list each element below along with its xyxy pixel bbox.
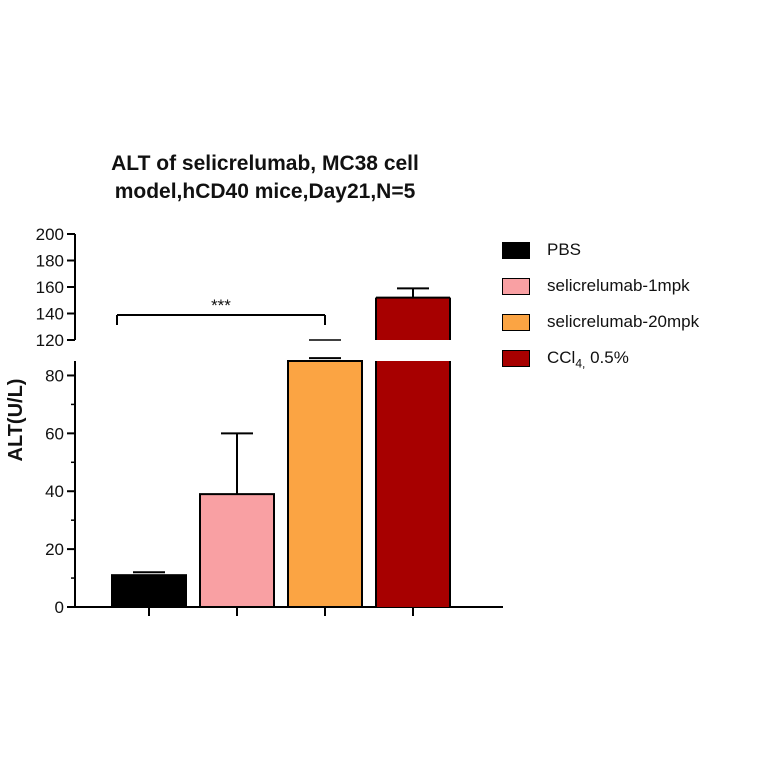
- y-tick-label-lower: 60: [45, 424, 64, 443]
- y-tick-label-upper: 160: [36, 278, 64, 297]
- y-tick-label-upper: 180: [36, 252, 64, 271]
- y-tick-label-upper: 200: [36, 225, 64, 244]
- legend-swatch-20mpk: [502, 314, 530, 331]
- legend-swatch-pbs: [502, 242, 530, 259]
- y-tick-label-lower: 80: [45, 366, 64, 385]
- y-tick-label-upper: 120: [36, 331, 64, 350]
- legend-label-1mpk: selicrelumab-1mpk: [547, 276, 690, 295]
- y-tick-label-lower: 40: [45, 482, 64, 501]
- bar: [199, 493, 275, 609]
- legend-label-20mpk: selicrelumab-20mpk: [547, 312, 700, 331]
- chart-title-line-1: ALT of selicrelumab, MC38 cell: [111, 152, 419, 175]
- y-axis-label: ALT(U/L): [5, 379, 27, 462]
- bar: [111, 574, 187, 609]
- legend-swatch-1mpk: [502, 278, 530, 295]
- chart-title-line-2: model,hCD40 mice,Day21,N=5: [114, 180, 416, 203]
- significance-label: ***: [211, 296, 231, 315]
- y-tick-label-lower: 0: [55, 598, 64, 617]
- y-tick-label-upper: 140: [36, 305, 64, 324]
- bars: ***: [111, 287, 451, 609]
- bar-upper-part: [376, 297, 450, 340]
- y-tick-label-lower: 20: [45, 540, 64, 559]
- legend-label-ccl4-main: CCl: [547, 348, 576, 367]
- legend-label-ccl4-tail: 0.5%: [585, 348, 629, 367]
- legend-label-pbs: PBS: [547, 240, 582, 259]
- chart-title: ALT of selicrelumab, MC38 cell model,hCD…: [0, 150, 530, 206]
- bar-lower-part: [376, 361, 450, 607]
- legend-label-ccl4: CCl4, 0.5%: [547, 346, 629, 375]
- legend-label-ccl4-sub: 4,: [575, 356, 586, 371]
- bar: [287, 360, 363, 608]
- legend-swatch-ccl4: [502, 350, 530, 367]
